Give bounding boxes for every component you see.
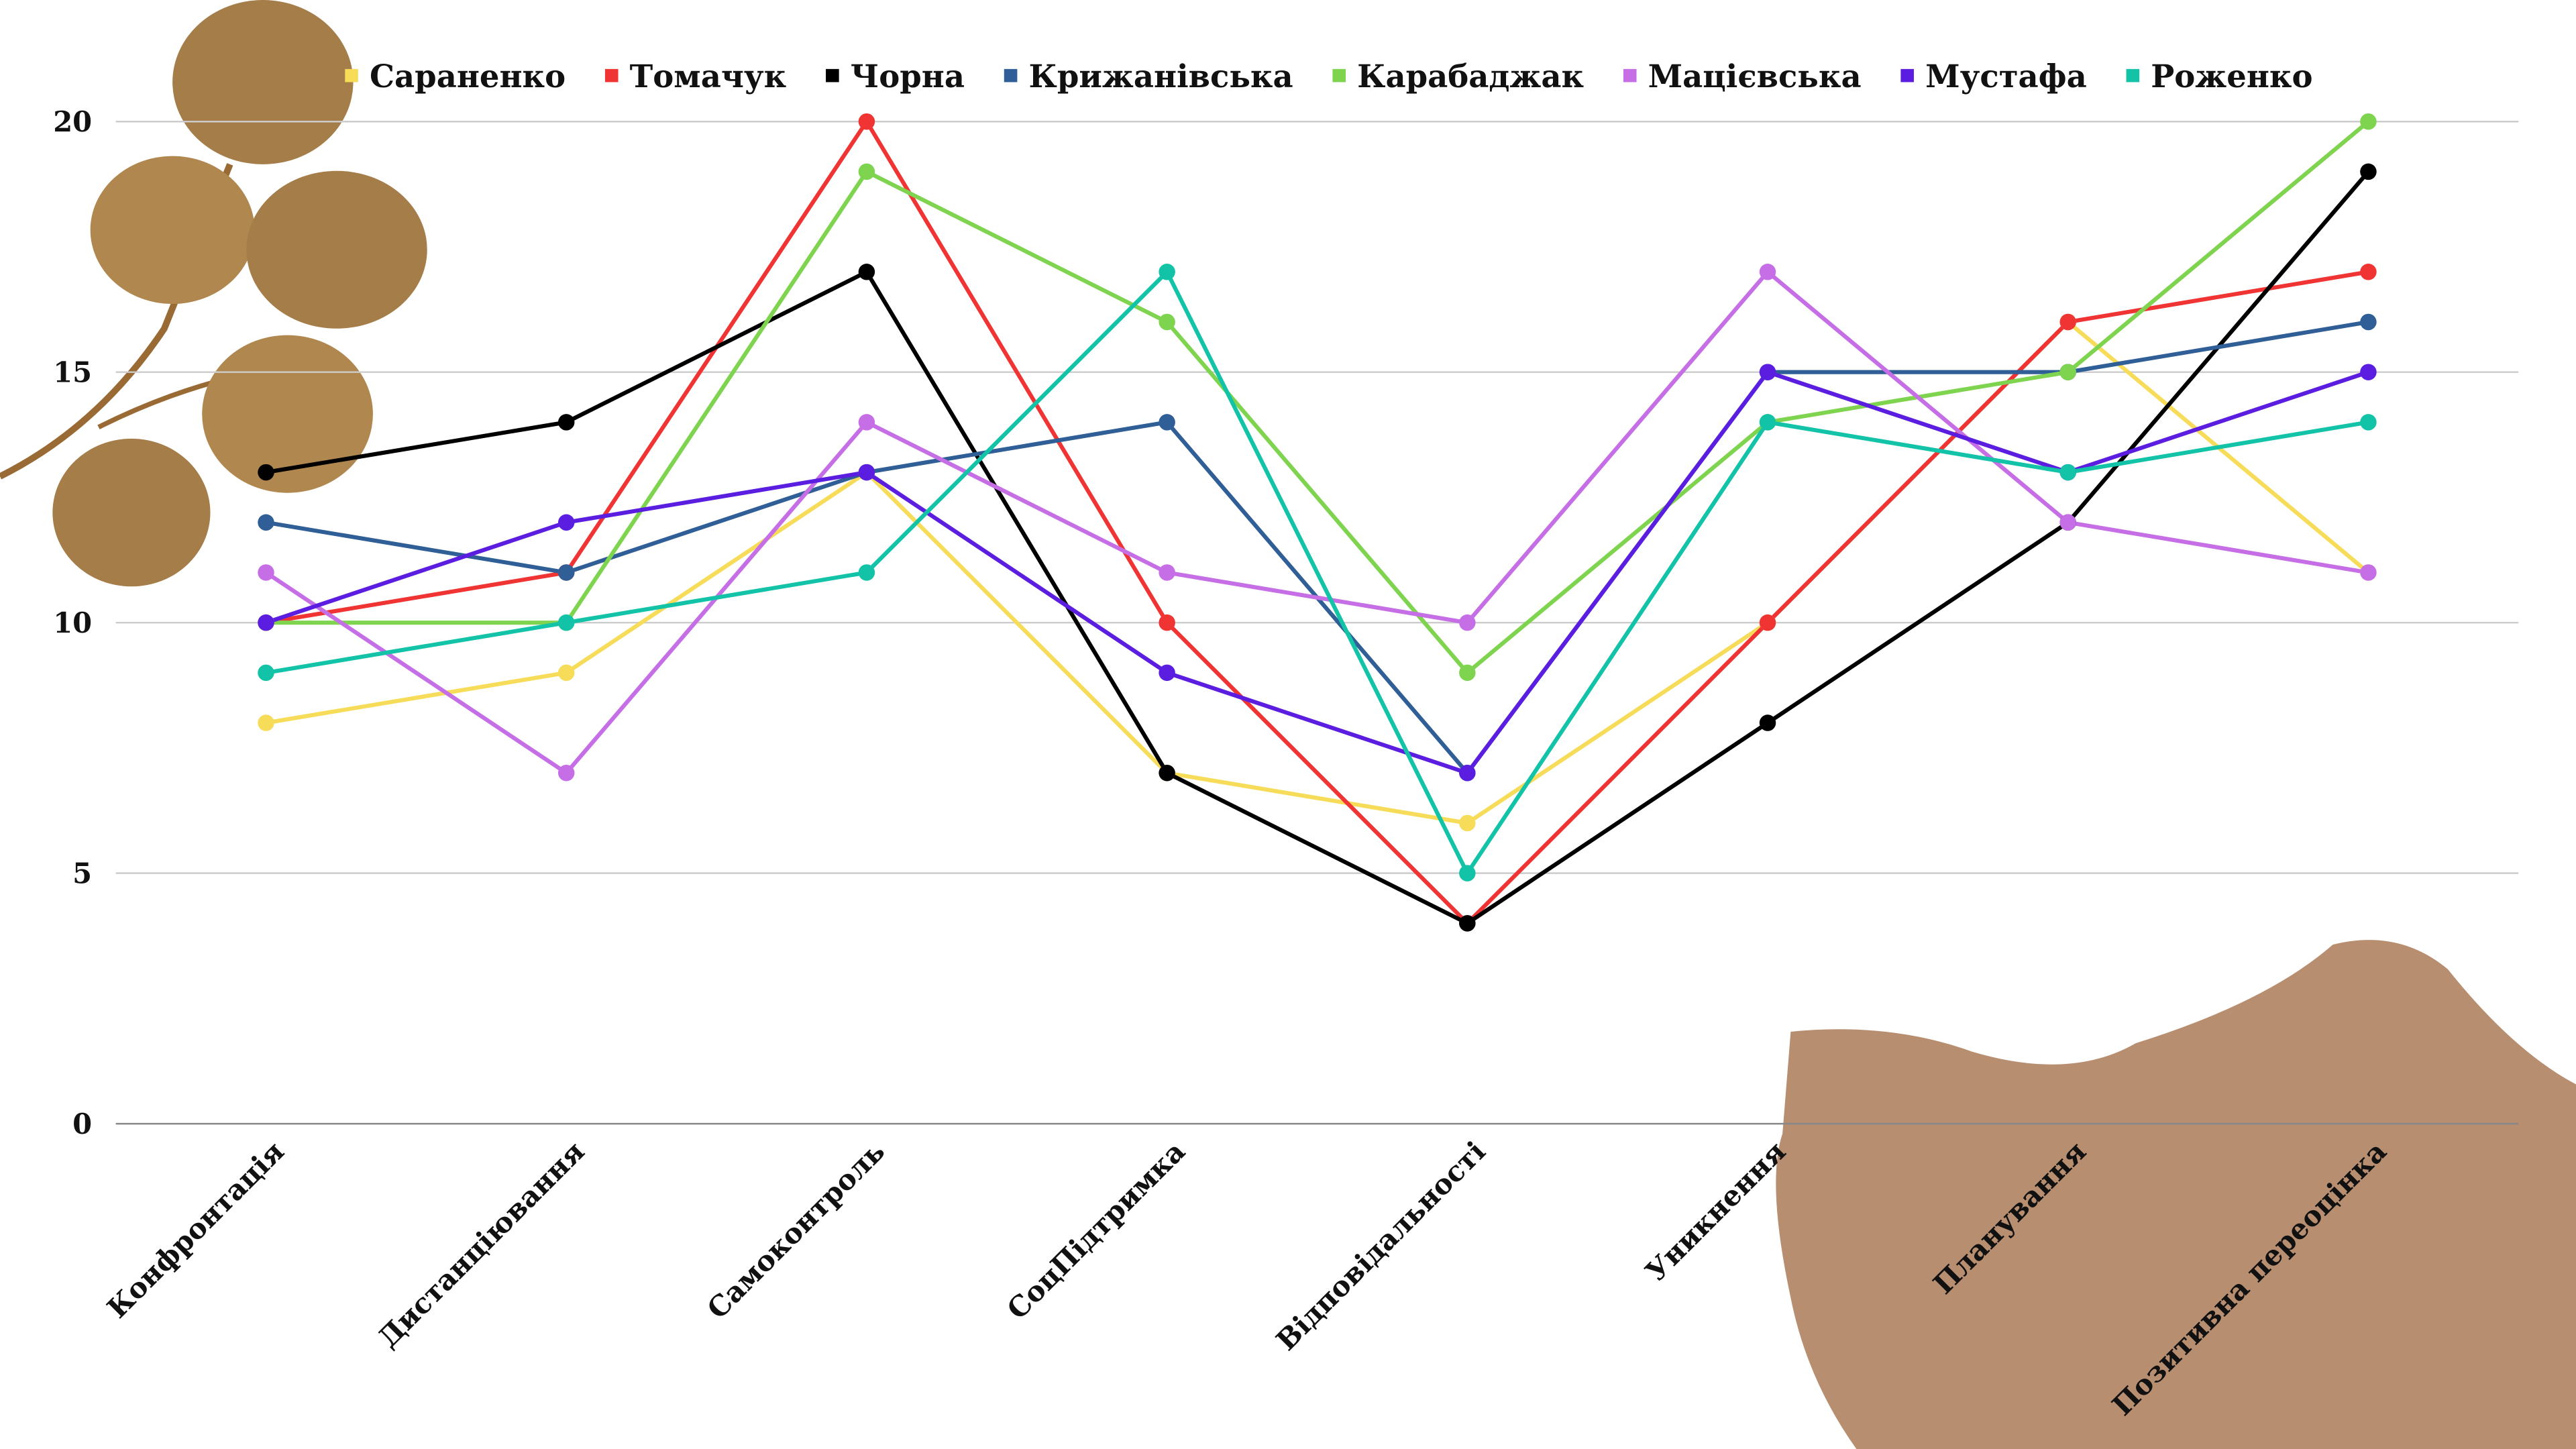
- x-tick-label: Самоконтроль: [700, 1135, 891, 1326]
- data-point: [858, 464, 875, 481]
- legend-marker: [345, 68, 358, 83]
- data-point: [2360, 113, 2377, 130]
- data-point: [258, 514, 274, 531]
- series-line: [264, 269, 2369, 776]
- legend-marker: [1900, 68, 1914, 83]
- data-point: [1759, 714, 1776, 731]
- legend-label: Мустафа: [1925, 58, 2087, 95]
- legend-marker: [826, 68, 839, 83]
- data-point: [258, 564, 274, 581]
- series-line: [266, 268, 2369, 877]
- data-point: [258, 714, 274, 731]
- data-point: [2059, 364, 2076, 380]
- y-tick-label: 5: [72, 857, 92, 890]
- legend-marker: [604, 68, 619, 83]
- data-point: [557, 414, 575, 431]
- data-point: [557, 614, 575, 631]
- data-point: [2360, 163, 2377, 180]
- data-point: [1159, 414, 1175, 431]
- legend-marker: [2126, 68, 2140, 83]
- data-point: [1459, 765, 1476, 782]
- legend-label: Роженко: [2151, 58, 2312, 95]
- data-point: [258, 464, 274, 481]
- y-tick-label: 15: [53, 356, 92, 388]
- data-point: [2360, 414, 2377, 431]
- data-point: [2360, 313, 2377, 331]
- data-point: [1759, 264, 1776, 280]
- series-line: [266, 117, 2369, 926]
- data-point: [557, 664, 575, 682]
- data-point: [258, 614, 274, 631]
- data-point: [2360, 564, 2377, 581]
- data-point: [1159, 313, 1175, 331]
- data-point: [1459, 814, 1476, 832]
- legend-label: Чорна: [851, 58, 965, 95]
- legend-marker: [1004, 68, 1018, 83]
- legend-label: Мацієвська: [1648, 58, 1862, 95]
- data-point: [2059, 464, 2076, 481]
- data-point: [858, 414, 875, 431]
- data-point: [1459, 915, 1476, 932]
- data-point: [2059, 313, 2076, 331]
- data-point: [1159, 664, 1175, 682]
- data-point: [557, 514, 575, 531]
- x-tick-label: Конфронтація: [101, 1135, 290, 1325]
- legend-marker: [1623, 68, 1637, 83]
- data-point: [1159, 264, 1175, 280]
- data-point: [2059, 514, 2076, 531]
- data-point: [1159, 614, 1175, 631]
- series-line: [266, 119, 2370, 676]
- data-point: [2360, 364, 2377, 380]
- data-point: [1159, 765, 1175, 782]
- legend-label: Карабаджак: [1357, 58, 1584, 95]
- legend-marker: [1332, 68, 1346, 83]
- data-point: [858, 113, 875, 130]
- legend-label: Томачук: [630, 58, 787, 95]
- y-tick-label: 20: [53, 105, 92, 138]
- x-tick-label: Уникнення: [1639, 1135, 1792, 1288]
- legend-label: Крижанівська: [1029, 58, 1293, 95]
- series-line: [265, 370, 2369, 775]
- x-tick-label: Дистанціювання: [372, 1135, 591, 1354]
- x-tick-label: СоцПідтримка: [1000, 1135, 1191, 1326]
- data-point: [1759, 414, 1776, 431]
- data-point: [1759, 364, 1776, 380]
- data-point: [557, 564, 575, 581]
- data-point: [1459, 865, 1476, 881]
- data-point: [858, 264, 875, 280]
- data-point: [1459, 614, 1476, 631]
- legend-label: Сараненко: [370, 58, 566, 95]
- data-point: [557, 765, 575, 782]
- data-point: [858, 163, 875, 180]
- data-point: [1159, 564, 1175, 581]
- data-point: [1759, 614, 1776, 631]
- series-line: [266, 170, 2370, 926]
- data-point: [858, 564, 875, 581]
- y-tick-label: 0: [72, 1108, 92, 1140]
- y-tick-label: 10: [53, 606, 92, 639]
- data-point: [1459, 664, 1476, 682]
- data-point: [2360, 264, 2377, 280]
- data-point: [258, 664, 274, 682]
- x-tick-label: Відповідальності: [1270, 1135, 1492, 1357]
